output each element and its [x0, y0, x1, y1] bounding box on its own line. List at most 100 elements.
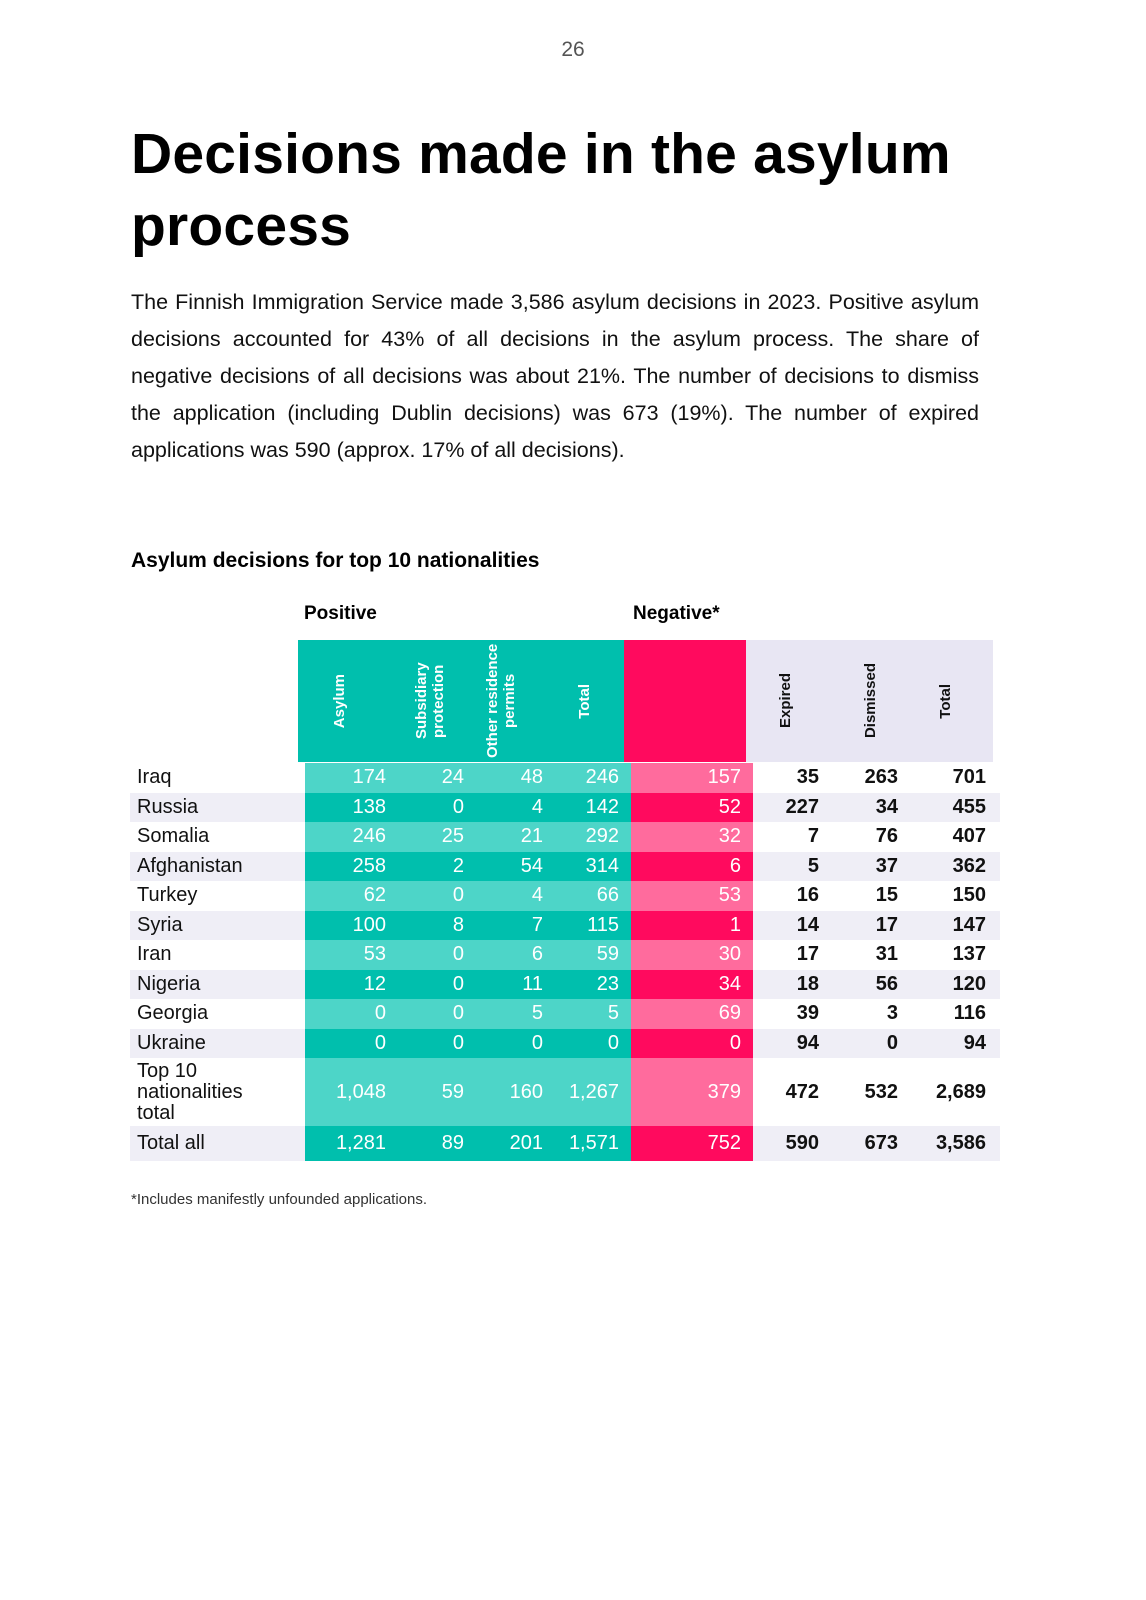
cell-negative: 157 [631, 763, 753, 793]
cell-negative: 1 [631, 910, 753, 940]
cell-other: 4 [464, 792, 543, 822]
cell-subsidiary: 0 [386, 881, 464, 911]
table-row: Georgia 0 0 5 5 69 39 3 116 [130, 999, 1000, 1029]
cell-asylum: 100 [305, 910, 386, 940]
cell-other: 160 [464, 1058, 543, 1126]
cell-negative: 53 [631, 881, 753, 911]
table-row: Afghanistan 258 2 54 314 6 5 37 362 [130, 851, 1000, 881]
cell-pos-total: 246 [543, 763, 631, 793]
cell-pos-total: 142 [543, 792, 631, 822]
cell-negative: 752 [631, 1126, 753, 1161]
table-row: Ukraine 0 0 0 0 0 94 0 94 [130, 1028, 1000, 1058]
cell-dismissed: 76 [819, 822, 898, 852]
col-header-positive-total: Total [575, 683, 593, 719]
row-label: Top 10 nationalities total [137, 1059, 243, 1124]
cell-other: 6 [464, 940, 543, 970]
cell-expired: 17 [753, 940, 819, 970]
table-row: Turkey 62 0 4 66 53 16 15 150 [130, 881, 1000, 911]
cell-total: 116 [898, 999, 1000, 1029]
cell-pos-total: 5 [543, 999, 631, 1029]
cell-asylum: 62 [305, 881, 386, 911]
table-row: Syria 100 8 7 115 1 14 17 147 [130, 910, 1000, 940]
cell-asylum: 1,281 [305, 1126, 386, 1161]
col-header-subsidiary: Subsidiary protection [413, 662, 447, 740]
asylum-decisions-table: Iraq 174 24 48 246 157 35 263 701 Russia 138 0 4 142 5… [130, 763, 1000, 1161]
cell-expired: 5 [753, 851, 819, 881]
header-band-negative [624, 640, 746, 762]
cell-dismissed: 37 [819, 851, 898, 881]
cell-asylum: 174 [305, 763, 386, 793]
cell-name: Russia [130, 792, 305, 822]
cell-dismissed: 0 [819, 1028, 898, 1058]
cell-total: 150 [898, 881, 1000, 911]
cell-expired: 94 [753, 1028, 819, 1058]
group-label-negative: Negative* [633, 603, 720, 624]
cell-dismissed: 263 [819, 763, 898, 793]
col-header-dismissed: Dismissed [861, 663, 879, 739]
cell-expired: 227 [753, 792, 819, 822]
cell-asylum: 53 [305, 940, 386, 970]
cell-negative: 52 [631, 792, 753, 822]
cell-other: 7 [464, 910, 543, 940]
cell-dismissed: 17 [819, 910, 898, 940]
cell-negative: 6 [631, 851, 753, 881]
cell-expired: 14 [753, 910, 819, 940]
cell-dismissed: 3 [819, 999, 898, 1029]
table-row: Nigeria 12 0 11 23 34 18 56 120 [130, 969, 1000, 999]
cell-subsidiary: 0 [386, 792, 464, 822]
cell-name: Georgia [130, 999, 305, 1029]
cell-expired: 18 [753, 969, 819, 999]
cell-subsidiary: 25 [386, 822, 464, 852]
cell-name: Top 10 nationalities total [130, 1058, 305, 1126]
table-row: Iraq 174 24 48 246 157 35 263 701 [130, 763, 1000, 793]
cell-subsidiary: 2 [386, 851, 464, 881]
cell-other: 21 [464, 822, 543, 852]
cell-name: Turkey [130, 881, 305, 911]
cell-subsidiary: 59 [386, 1058, 464, 1126]
page-number: 26 [561, 38, 585, 61]
cell-total: 147 [898, 910, 1000, 940]
cell-pos-total: 292 [543, 822, 631, 852]
cell-name: Nigeria [130, 969, 305, 999]
cell-dismissed: 15 [819, 881, 898, 911]
header-band-positive [298, 640, 624, 762]
table-body: Iraq 174 24 48 246 157 35 263 701 Russia 138 0 4 142 5… [130, 763, 1000, 1161]
cell-expired: 16 [753, 881, 819, 911]
cell-negative: 379 [631, 1058, 753, 1126]
cell-expired: 590 [753, 1126, 819, 1161]
cell-expired: 7 [753, 822, 819, 852]
intro-paragraph: The Finnish Immigration Service made 3,5… [131, 290, 979, 462]
cell-total: 407 [898, 822, 1000, 852]
cell-asylum: 12 [305, 969, 386, 999]
col-header-total: Total [936, 683, 954, 719]
table-footnote: *Includes manifestly unfounded applicati… [131, 1191, 428, 1208]
cell-other: 11 [464, 969, 543, 999]
cell-subsidiary: 0 [386, 969, 464, 999]
cell-other: 201 [464, 1126, 543, 1161]
cell-negative: 30 [631, 940, 753, 970]
cell-name: Iraq [130, 763, 305, 793]
cell-name: Syria [130, 910, 305, 940]
cell-total: 137 [898, 940, 1000, 970]
cell-total: 362 [898, 851, 1000, 881]
header-band-other [746, 640, 993, 762]
cell-asylum: 138 [305, 792, 386, 822]
cell-other: 5 [464, 999, 543, 1029]
cell-expired: 472 [753, 1058, 819, 1126]
cell-dismissed: 56 [819, 969, 898, 999]
col-header-expired: Expired [776, 673, 794, 729]
cell-negative: 0 [631, 1028, 753, 1058]
cell-total: 94 [898, 1028, 1000, 1058]
col-header-asylum: Asylum [331, 673, 348, 729]
table-row: Somalia 246 25 21 292 32 7 76 407 [130, 822, 1000, 852]
cell-negative: 32 [631, 822, 753, 852]
cell-asylum: 246 [305, 822, 386, 852]
cell-subsidiary: 89 [386, 1126, 464, 1161]
cell-dismissed: 673 [819, 1126, 898, 1161]
cell-subsidiary: 0 [386, 1028, 464, 1058]
cell-asylum: 0 [305, 1028, 386, 1058]
table-row: Top 10 nationalities total 1,048 59 160 1,26… [130, 1058, 1000, 1126]
cell-expired: 39 [753, 999, 819, 1029]
cell-pos-total: 23 [543, 969, 631, 999]
cell-pos-total: 1,267 [543, 1058, 631, 1126]
